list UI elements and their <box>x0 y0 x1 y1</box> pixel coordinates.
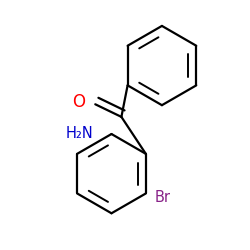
Text: Br: Br <box>155 190 171 204</box>
Text: O: O <box>72 94 85 112</box>
Text: H₂N: H₂N <box>66 126 94 140</box>
